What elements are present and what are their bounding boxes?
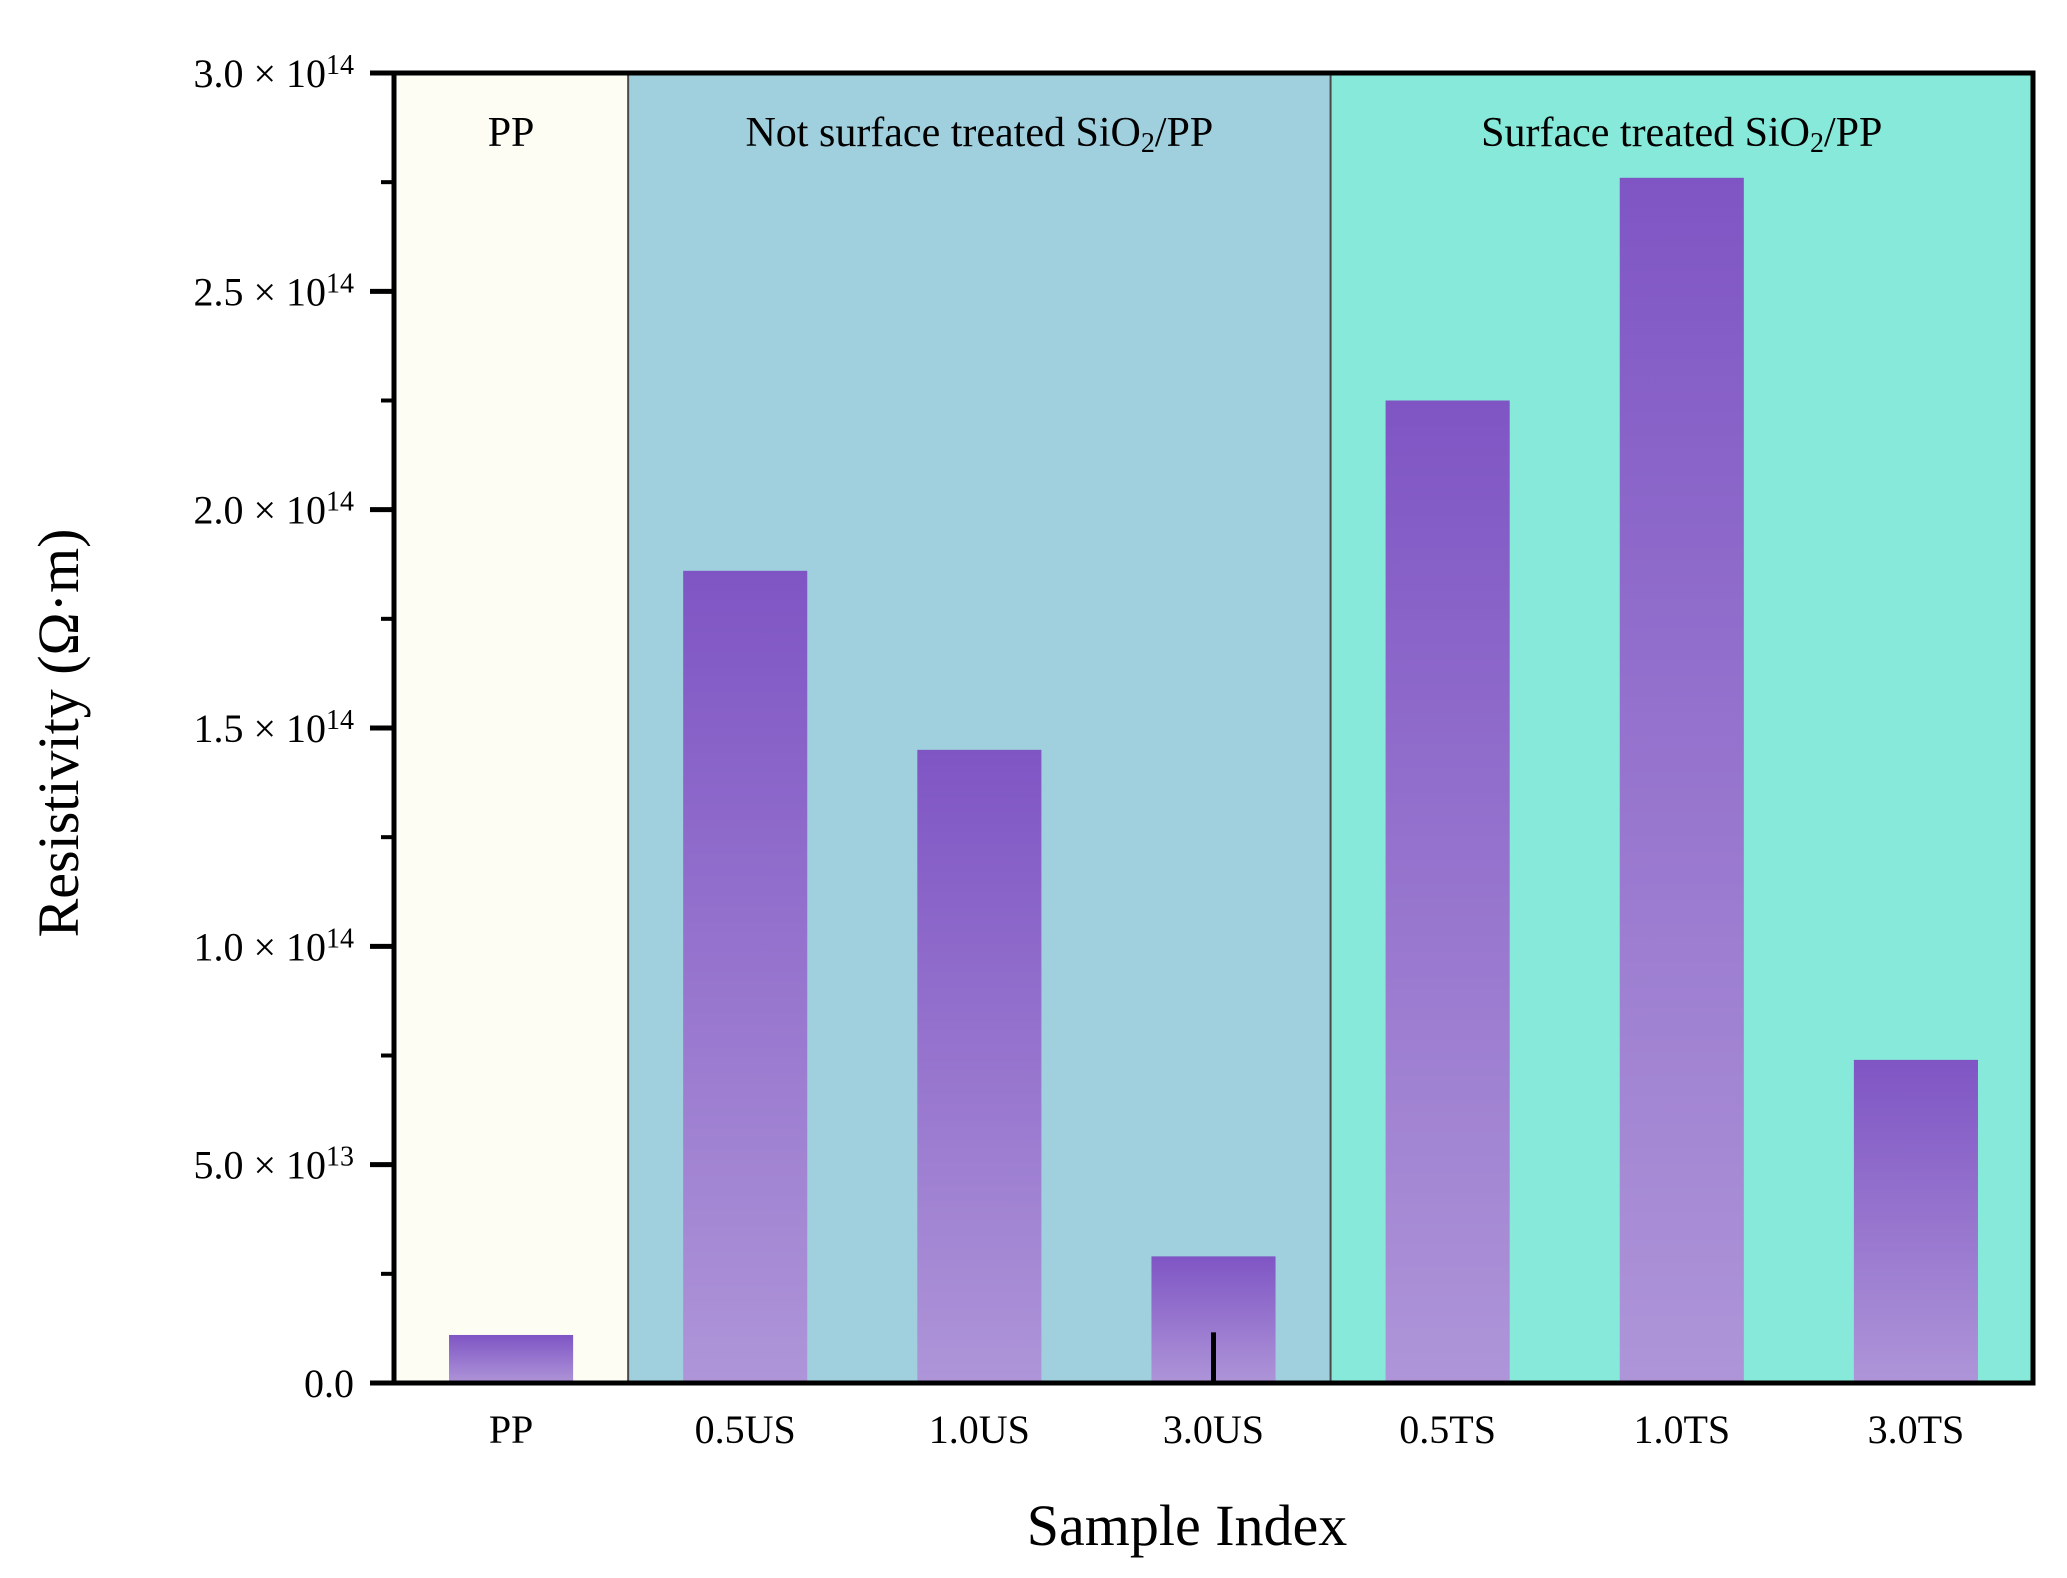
y-tick-label: 0.0 (304, 1361, 354, 1406)
x-tick-label: 3.0US (1163, 1407, 1264, 1452)
group-label: Not surface treated SiO2/PP (745, 110, 1213, 159)
x-tick-label: 1.0US (929, 1407, 1030, 1452)
x-axis-title: Sample Index (1027, 1493, 1348, 1558)
x-tick-label: 1.0TS (1633, 1407, 1730, 1452)
group-label: PP (488, 110, 535, 156)
group-backgrounds (394, 73, 2033, 1383)
bar (683, 570, 808, 1383)
y-tick-label: 1.5 × 1014 (193, 705, 354, 751)
y-tick-label: 2.5 × 1014 (193, 269, 354, 315)
y-axis-title: Resistivity (Ω·m) (26, 529, 91, 938)
group-background (394, 73, 629, 1383)
bar (1385, 400, 1510, 1383)
bar (917, 749, 1042, 1383)
bar (1619, 177, 1744, 1383)
y-tick-label: 3.0 × 1014 (193, 50, 354, 96)
bars (449, 177, 1978, 1383)
y-tick-label: 1.0 × 1014 (193, 924, 354, 970)
x-tick-label: 0.5TS (1399, 1407, 1496, 1452)
group-labels: PP Not surface treated SiO2/PP Surface tre… (488, 110, 1883, 159)
group-label: Surface treated SiO2/PP (1481, 110, 1882, 159)
x-tick-label: PP (489, 1407, 534, 1452)
y-tick-label: 2.0 × 1014 (193, 487, 354, 533)
axes: 0.0 5.0 × 1013 1.0 × 1014 1.5 × 1014 2.0 × 1… (193, 50, 2036, 1452)
bar (1853, 1059, 1978, 1383)
bar (449, 1334, 574, 1383)
x-tick-label: 3.0TS (1868, 1407, 1965, 1452)
y-tick-label: 5.0 × 1013 (193, 1142, 354, 1188)
x-tick-label: 0.5US (695, 1407, 796, 1452)
